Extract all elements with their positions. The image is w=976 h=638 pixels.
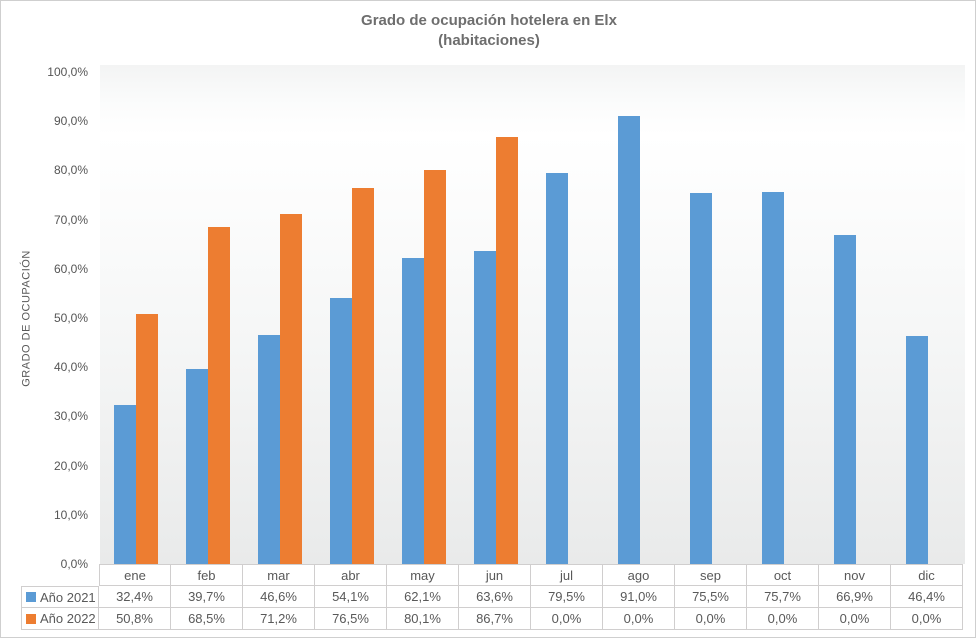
month-header-jun: jun (459, 564, 531, 586)
series-name: Año 2021 (40, 589, 96, 605)
month-header-sep: sep (675, 564, 747, 586)
bar-año-2022-feb (208, 227, 230, 564)
month-header-jul: jul (531, 564, 603, 586)
y-tick-label: 20,0% (53, 458, 88, 473)
bar-año-2021-feb (186, 369, 208, 564)
bar-año-2021-ene (114, 405, 136, 564)
value-cell-año-2022-ago: 0,0% (603, 608, 675, 630)
bar-año-2021-abr (330, 298, 352, 564)
value-cell-año-2021-ago: 91,0% (603, 586, 675, 608)
value-cell-año-2022-feb: 68,5% (171, 608, 243, 630)
value-cell-año-2022-oct: 0,0% (747, 608, 819, 630)
value-cell-año-2022-sep: 0,0% (675, 608, 747, 630)
value-cell-año-2022-jul: 0,0% (531, 608, 603, 630)
bar-año-2022-abr (352, 188, 374, 564)
value-cell-año-2022-dic: 0,0% (891, 608, 963, 630)
y-tick-label: 100,0% (47, 65, 88, 79)
bar-año-2022-jun (496, 137, 518, 564)
month-header-mar: mar (243, 564, 315, 586)
bar-año-2021-oct (762, 192, 784, 564)
bar-año-2021-sep (690, 193, 712, 564)
value-cell-año-2021-dic: 46,4% (891, 586, 963, 608)
series-name: Año 2022 (40, 611, 96, 626)
value-cell-año-2021-nov: 66,9% (819, 586, 891, 608)
bar-año-2021-mar (258, 335, 280, 564)
value-cell-año-2021-ene: 32,4% (99, 586, 171, 608)
y-tick-label: 70,0% (53, 212, 88, 227)
bar-año-2021-may (402, 258, 424, 564)
value-cell-año-2022-mar: 71,2% (243, 608, 315, 630)
value-cell-año-2022-may: 80,1% (387, 608, 459, 630)
bar-año-2022-mar (280, 214, 302, 564)
month-header-feb: feb (171, 564, 243, 586)
y-tick-label: 0,0% (60, 557, 88, 571)
month-header-may: may (387, 564, 459, 586)
table-row: Año 2022 50,8% 68,5% 71,2% 76,5% 80,1% 86,7% 0,… (21, 608, 965, 630)
legend-label-año-2022: Año 2022 (21, 608, 99, 630)
legend-key-icon (26, 592, 36, 602)
bar-año-2022-may (424, 170, 446, 564)
table-row: Año 2021 32,4% 39,7% 46,6% 54,1% 62,1% 63,6% 79… (21, 586, 965, 608)
bar-año-2021-ago (618, 116, 640, 564)
value-cell-año-2021-jun: 63,6% (459, 586, 531, 608)
bar-año-2021-dic (906, 336, 928, 564)
bar-año-2021-nov (834, 235, 856, 564)
plot-area (100, 65, 965, 564)
value-cell-año-2021-mar: 46,6% (243, 586, 315, 608)
month-header-ene: ene (99, 564, 171, 586)
data-table: ene feb mar abr may jun jul ago sep oct nov dic Año … (21, 564, 965, 630)
table-corner-spacer (21, 564, 99, 586)
value-cell-año-2021-feb: 39,7% (171, 586, 243, 608)
y-tick-label: 30,0% (53, 409, 88, 424)
legend-key-icon (26, 613, 36, 624)
y-tick-label: 80,0% (53, 163, 88, 178)
y-tick-label: 10,0% (53, 507, 88, 522)
chart-title-line1: Grado de ocupación hotelera en Elx (361, 12, 617, 29)
bars-layer (100, 72, 965, 564)
month-header-dic: dic (891, 564, 963, 586)
y-tick-label: 50,0% (53, 311, 88, 325)
value-cell-año-2021-abr: 54,1% (315, 586, 387, 608)
value-cell-año-2022-jun: 86,7% (459, 608, 531, 630)
value-cell-año-2022-ene: 50,8% (99, 608, 171, 630)
month-header-abr: abr (315, 564, 387, 586)
value-cell-año-2021-may: 62,1% (387, 586, 459, 608)
value-cell-año-2021-sep: 75,5% (675, 586, 747, 608)
bar-año-2022-ene (136, 314, 158, 564)
chart-title-line2: (habitaciones) (438, 32, 540, 49)
legend-label-año-2021: Año 2021 (21, 586, 99, 608)
value-cell-año-2022-nov: 0,0% (819, 608, 891, 630)
month-header-nov: nov (819, 564, 891, 586)
month-header-ago: ago (603, 564, 675, 586)
chart-title: Grado de ocupación hotelera en Elx (habi… (1, 11, 975, 51)
bar-año-2021-jun (474, 251, 496, 564)
value-cell-año-2022-abr: 76,5% (315, 608, 387, 630)
value-cell-año-2021-jul: 79,5% (531, 586, 603, 608)
month-header-oct: oct (747, 564, 819, 586)
y-tick-label: 90,0% (53, 114, 88, 129)
y-tick-label: 60,0% (53, 261, 88, 276)
value-cell-año-2021-oct: 75,7% (747, 586, 819, 608)
bar-año-2021-jul (546, 173, 568, 564)
y-tick-label: 40,0% (53, 360, 88, 375)
